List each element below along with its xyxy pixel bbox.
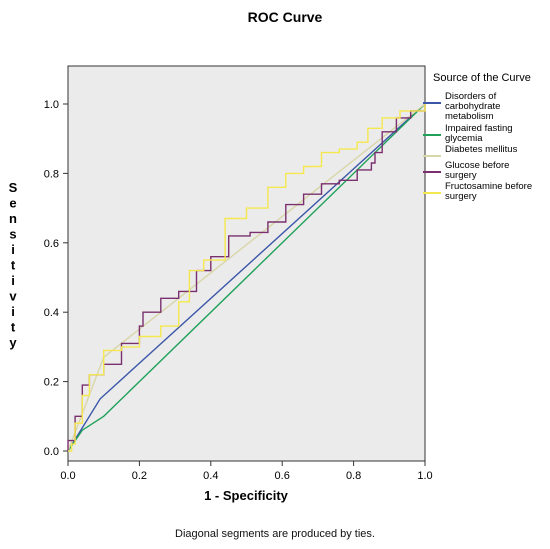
- x-tick-label: 0.8: [346, 470, 361, 482]
- plot-area: [67, 65, 426, 462]
- chart-title: ROC Curve: [248, 9, 323, 25]
- x-axis-label: 1 - Specificity: [204, 488, 289, 503]
- legend-entry-label: Glucose before surgery: [445, 160, 509, 181]
- series-line-1: [67, 103, 426, 452]
- y-tick-label: 1.0: [44, 99, 59, 111]
- x-tick-label: 1.0: [417, 470, 432, 482]
- chart-footnote: Diagonal segments are produced by ties.: [175, 528, 375, 540]
- y-tick-label: 0.4: [44, 307, 59, 319]
- legend-entry-label: Disorders of carbohydrate metabolism: [445, 91, 500, 122]
- y-tick-label: 0.8: [44, 168, 59, 180]
- x-tick-label: 0.4: [203, 470, 218, 482]
- legend-entry-label: Diabetes mellitus: [445, 144, 518, 155]
- legend-title: Source of the Curve: [433, 72, 531, 84]
- x-tick-label: 0.6: [275, 470, 290, 482]
- y-axis-ticks: 0.0 0.2 0.4 0.6 0.8 1.0: [44, 99, 68, 458]
- y-tick-label: 0.2: [44, 377, 59, 389]
- legend-entry-label: Fructosamine before surgery: [445, 181, 532, 202]
- legend-entry-label: Impaired fasting glycemia: [445, 123, 513, 144]
- series-lines: [67, 103, 426, 452]
- legend: Disorders of carbohydrate metabolismImpair…: [423, 91, 532, 202]
- x-axis-ticks: 0.0 0.2 0.4 0.6 0.8 1.0: [60, 461, 433, 482]
- series-line-5: [68, 104, 426, 452]
- x-tick-label: 0.2: [132, 470, 147, 482]
- y-tick-label: 0.0: [44, 446, 59, 458]
- x-tick-label: 0.0: [60, 470, 75, 482]
- y-tick-label: 0.6: [44, 238, 59, 250]
